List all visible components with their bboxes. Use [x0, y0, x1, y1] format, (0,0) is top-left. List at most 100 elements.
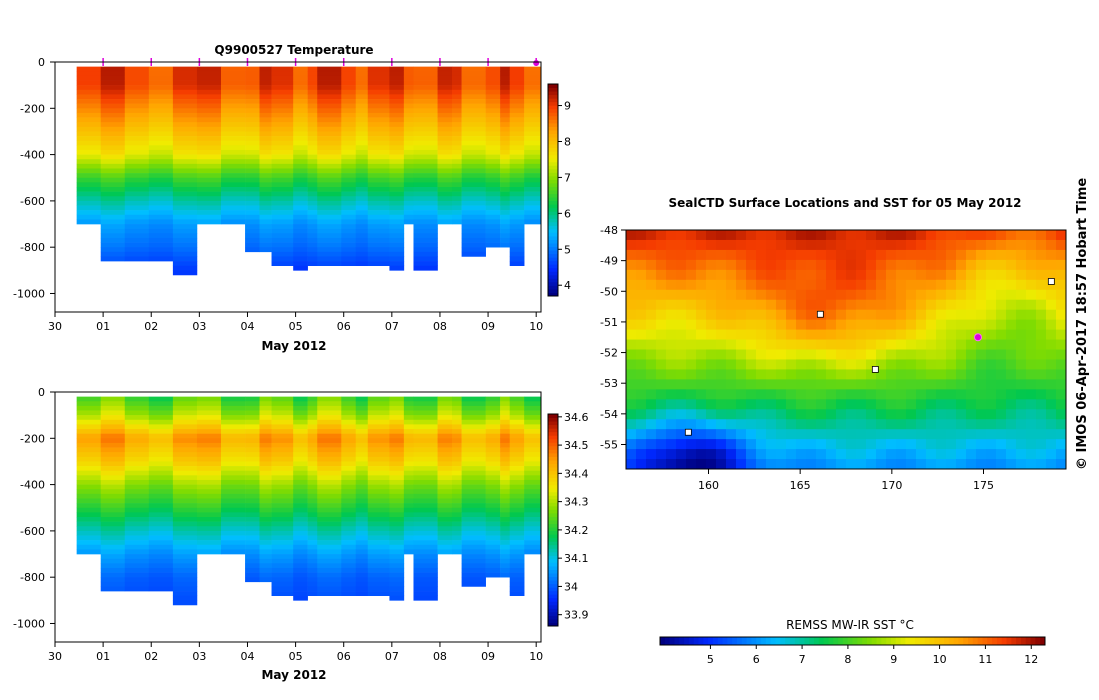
- section-cell: [196, 447, 222, 453]
- section-cell: [485, 224, 501, 229]
- sst-cell: [926, 299, 937, 311]
- sst-cell: [996, 299, 1007, 311]
- section-cell: [196, 196, 222, 202]
- sst-cell: [856, 249, 867, 261]
- section-cell: [367, 507, 390, 513]
- section-cell: [461, 419, 486, 425]
- section-cell: [367, 122, 390, 128]
- section-cell: [148, 117, 174, 123]
- section-cell: [509, 122, 525, 128]
- section-cell: [524, 503, 542, 509]
- section-cell: [196, 89, 222, 95]
- section-cell: [307, 493, 318, 499]
- section-cell: [461, 177, 486, 183]
- section-cell: [413, 136, 438, 142]
- sst-cell: [916, 279, 927, 291]
- sst-cell: [706, 329, 717, 340]
- section-cell: [355, 237, 369, 243]
- sst-cell: [906, 319, 917, 330]
- section-cell: [500, 136, 511, 142]
- section-cell: [485, 196, 501, 202]
- section-cell: [461, 456, 486, 462]
- y-tick-label: -55: [600, 438, 618, 451]
- section-cell: [293, 85, 308, 91]
- section-cell: [293, 558, 308, 564]
- section-cell: [389, 122, 405, 128]
- sst-cell: [766, 379, 777, 390]
- section-cell: [500, 205, 511, 211]
- sst-cell: [1006, 389, 1017, 400]
- x-tick-label: 10: [529, 650, 543, 663]
- section-cell: [221, 493, 246, 499]
- section-cell: [437, 521, 453, 527]
- section-cell: [451, 512, 462, 518]
- section-cell: [76, 99, 102, 104]
- section-cell: [124, 452, 150, 458]
- section-cell: [389, 205, 405, 211]
- section-cell: [367, 424, 390, 430]
- section-cell: [500, 219, 511, 225]
- sst-cell: [666, 379, 677, 390]
- section-cell: [403, 540, 414, 546]
- section-cell: [403, 530, 414, 536]
- section-cell: [355, 210, 369, 216]
- sst-cell: [746, 339, 757, 350]
- section-cell: [509, 214, 525, 220]
- section-cell: [124, 131, 150, 137]
- sst-cell: [856, 329, 867, 340]
- section-cell: [341, 572, 357, 578]
- sst-cell: [636, 419, 647, 430]
- section-cell: [317, 498, 342, 504]
- colorbar-segment: [789, 637, 796, 645]
- section-cell: [245, 237, 260, 243]
- section-cell: [461, 145, 486, 151]
- section-cell: [485, 535, 501, 541]
- section-cell: [317, 563, 342, 569]
- section-cell: [100, 581, 126, 587]
- sst-cell: [896, 269, 907, 281]
- section-cell: [76, 112, 102, 118]
- section-cell: [271, 145, 294, 151]
- section-cell: [100, 187, 126, 192]
- sst-cell: [886, 249, 897, 261]
- section-cell: [317, 447, 342, 453]
- section-cell: [317, 66, 342, 72]
- sst-cell: [736, 239, 747, 251]
- sst-cell: [836, 299, 847, 311]
- sst-cell: [806, 359, 817, 370]
- section-cell: [413, 200, 438, 206]
- section-cell: [437, 489, 453, 495]
- sst-cell: [706, 289, 717, 301]
- sst-cell: [956, 419, 967, 430]
- sst-cell: [706, 230, 717, 241]
- section-cell: [524, 126, 542, 132]
- sst-cell: [846, 279, 857, 291]
- colorbar-segment: [948, 637, 955, 645]
- colorbar-tick-label: 6: [564, 207, 571, 220]
- section-cell: [76, 159, 102, 165]
- section-cell: [307, 512, 318, 518]
- section-cell: [259, 535, 272, 541]
- section-cell: [307, 586, 318, 592]
- section-cell: [100, 567, 126, 573]
- sst-cell: [936, 389, 947, 400]
- colorbar-segment: [548, 112, 558, 117]
- section-cell: [148, 126, 174, 132]
- section-cell: [124, 405, 150, 411]
- section-cell: [500, 200, 511, 206]
- section-cell: [437, 173, 453, 179]
- section-cell: [172, 512, 198, 518]
- section-cell: [148, 498, 174, 504]
- section-cell: [461, 94, 486, 100]
- section-cell: [245, 429, 260, 434]
- section-cell: [76, 205, 102, 211]
- section-cell: [245, 187, 260, 192]
- sst-cell: [796, 239, 807, 251]
- section-cell: [485, 168, 501, 174]
- section-cell: [341, 415, 357, 421]
- section-cell: [485, 567, 501, 573]
- sst-cell: [696, 329, 707, 340]
- section-cell: [341, 159, 357, 165]
- colorbar-tick-label: 34.5: [564, 439, 589, 452]
- sst-cell: [1006, 349, 1017, 360]
